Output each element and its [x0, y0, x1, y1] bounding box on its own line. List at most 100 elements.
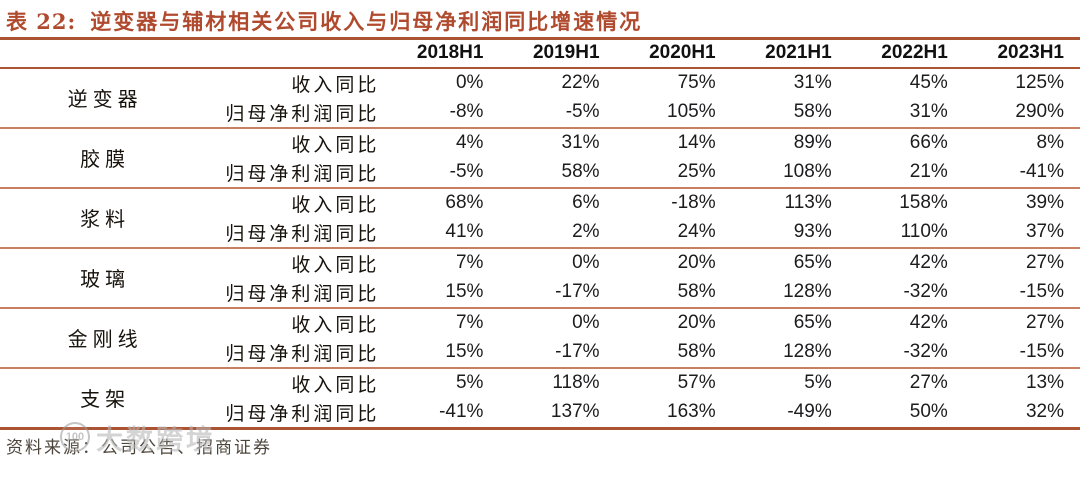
- value-cell: 20%: [677, 252, 716, 273]
- value-cell: 31%: [561, 132, 600, 153]
- value-cell: 50%: [909, 401, 948, 422]
- value-cell: 290%: [1015, 101, 1064, 122]
- value-cell: 42%: [909, 252, 948, 273]
- value-cell: 58%: [677, 341, 716, 362]
- category-label: 逆变器: [67, 87, 143, 111]
- value-cell: 68%: [445, 192, 484, 213]
- value-cell: 31%: [793, 72, 832, 93]
- value-cell: 128%: [783, 341, 832, 362]
- table-header: 2018H1 2019H1 2020H1 2021H1 2022H1 2023H1: [0, 39, 1080, 68]
- table-row-net-profit: 归母净利润同比 -5% 58% 25% 108% 21% -41%: [0, 158, 1080, 188]
- metric-label: 归母净利润同比: [225, 162, 380, 185]
- metric-label: 收入同比: [291, 73, 380, 96]
- value-cell: -18%: [671, 192, 716, 213]
- value-cell: 41%: [445, 221, 484, 242]
- metric-label: 归母净利润同比: [225, 222, 380, 245]
- watermark: 100 大数跨境: [60, 418, 216, 457]
- value-cell: -17%: [555, 341, 600, 362]
- category-label: 玻璃: [80, 267, 131, 291]
- column-header: 2023H1: [997, 42, 1064, 64]
- value-cell: 15%: [445, 341, 484, 362]
- value-cell: 118%: [552, 372, 600, 393]
- value-cell: 158%: [899, 192, 948, 213]
- value-cell: -15%: [1019, 281, 1064, 302]
- category-group: 金刚线 收入同比 7% 0% 20% 65% 42% 27% 归母净利润同比 15% -17% 58%…: [0, 308, 1080, 368]
- metric-label: 收入同比: [291, 313, 380, 336]
- table-row-revenue: 浆料 收入同比 68% 6% -18% 113% 158% 39%: [0, 188, 1080, 231]
- value-cell: 137%: [550, 401, 600, 422]
- value-cell: 20%: [677, 312, 716, 333]
- table-row-net-profit: 归母净利润同比 -41% 137% 163% -49% 50% 32%: [0, 398, 1080, 429]
- column-header: 2022H1: [881, 42, 948, 64]
- value-cell: 57%: [677, 372, 716, 393]
- table-title-text: 逆变器与辅材相关公司收入与归母净利润同比增速情况: [90, 8, 643, 34]
- data-table: 2018H1 2019H1 2020H1 2021H1 2022H1 2023H1 逆变器…: [0, 37, 1080, 430]
- metric-label: 归母净利润同比: [225, 102, 380, 125]
- value-cell: -41%: [439, 401, 484, 422]
- value-cell: 27%: [1025, 312, 1064, 333]
- value-cell: 163%: [667, 401, 716, 422]
- value-cell: -8%: [449, 101, 484, 122]
- table-row-net-profit: 归母净利润同比 41% 2% 24% 93% 110% 37%: [0, 218, 1080, 248]
- value-cell: -49%: [787, 401, 832, 422]
- value-cell: 8%: [1036, 132, 1064, 153]
- value-cell: 0%: [572, 312, 600, 333]
- value-cell: 21%: [909, 161, 948, 182]
- value-cell: 75%: [677, 72, 716, 93]
- value-cell: -17%: [555, 281, 600, 302]
- table-row-net-profit: 归母净利润同比 -8% -5% 105% 58% 31% 290%: [0, 98, 1080, 128]
- category-label: 胶膜: [80, 147, 131, 171]
- value-cell: -5%: [449, 161, 484, 182]
- value-cell: 25%: [677, 161, 716, 182]
- value-cell: -41%: [1019, 161, 1064, 182]
- value-cell: 113%: [784, 192, 832, 213]
- category-group: 浆料 收入同比 68% 6% -18% 113% 158% 39% 归母净利润同比 41% 2% 24…: [0, 188, 1080, 248]
- value-cell: 6%: [572, 192, 600, 213]
- table-row-revenue: 金刚线 收入同比 7% 0% 20% 65% 42% 27%: [0, 308, 1080, 351]
- table-row-revenue: 胶膜 收入同比 4% 31% 14% 89% 66% 8%: [0, 128, 1080, 171]
- metric-label: 收入同比: [291, 133, 380, 156]
- metric-header-spacer: [210, 39, 383, 68]
- category-group: 逆变器 收入同比 0% 22% 75% 31% 45% 125% 归母净利润同比 -8% -5% 10…: [0, 68, 1080, 128]
- value-cell: 0%: [455, 72, 484, 93]
- table-row-net-profit: 归母净利润同比 15% -17% 58% 128% -32% -15%: [0, 338, 1080, 368]
- header-row: 2018H1 2019H1 2020H1 2021H1 2022H1 2023H1: [0, 39, 1080, 68]
- value-cell: -32%: [903, 341, 948, 362]
- value-cell: 105%: [667, 101, 716, 122]
- value-cell: 45%: [909, 72, 948, 93]
- value-cell: 7%: [455, 252, 484, 273]
- table-row-net-profit: 归母净利润同比 15% -17% 58% 128% -32% -15%: [0, 278, 1080, 308]
- value-cell: 42%: [909, 312, 948, 333]
- value-cell: 125%: [1015, 72, 1064, 93]
- column-header: 2020H1: [649, 42, 716, 64]
- value-cell: 14%: [677, 132, 716, 153]
- table-number-label: 表 22:: [6, 8, 77, 34]
- category-group: 玻璃 收入同比 7% 0% 20% 65% 42% 27% 归母净利润同比 15% -17% 58% 1…: [0, 248, 1080, 308]
- column-header: 2018H1: [416, 42, 484, 64]
- category-header-spacer: [0, 39, 210, 68]
- value-cell: 58%: [561, 161, 600, 182]
- value-cell: 65%: [793, 252, 832, 273]
- value-cell: 4%: [455, 132, 484, 153]
- value-cell: 89%: [793, 132, 832, 153]
- category-label: 金刚线: [67, 327, 143, 351]
- watermark-text: 大数跨境: [96, 424, 216, 455]
- metric-label: 收入同比: [291, 373, 380, 396]
- value-cell: 128%: [783, 281, 832, 302]
- table-row-revenue: 支架 收入同比 5% 118% 57% 5% 27% 13%: [0, 368, 1080, 411]
- value-cell: 15%: [445, 281, 484, 302]
- value-cell: 37%: [1025, 221, 1064, 242]
- value-cell: 58%: [793, 101, 832, 122]
- value-cell: 31%: [909, 101, 948, 122]
- value-cell: 32%: [1025, 401, 1064, 422]
- value-cell: 93%: [793, 221, 832, 242]
- column-header: 2019H1: [532, 42, 600, 64]
- value-cell: 5%: [804, 372, 832, 393]
- value-cell: -15%: [1019, 341, 1064, 362]
- watermark-logo-icon: 100: [60, 422, 90, 452]
- table-footer: 100 大数跨境 资料来源：公司公告、招商证券: [0, 422, 1080, 460]
- value-cell: 24%: [677, 221, 716, 242]
- category-label: 支架: [80, 387, 131, 411]
- value-cell: 39%: [1025, 192, 1064, 213]
